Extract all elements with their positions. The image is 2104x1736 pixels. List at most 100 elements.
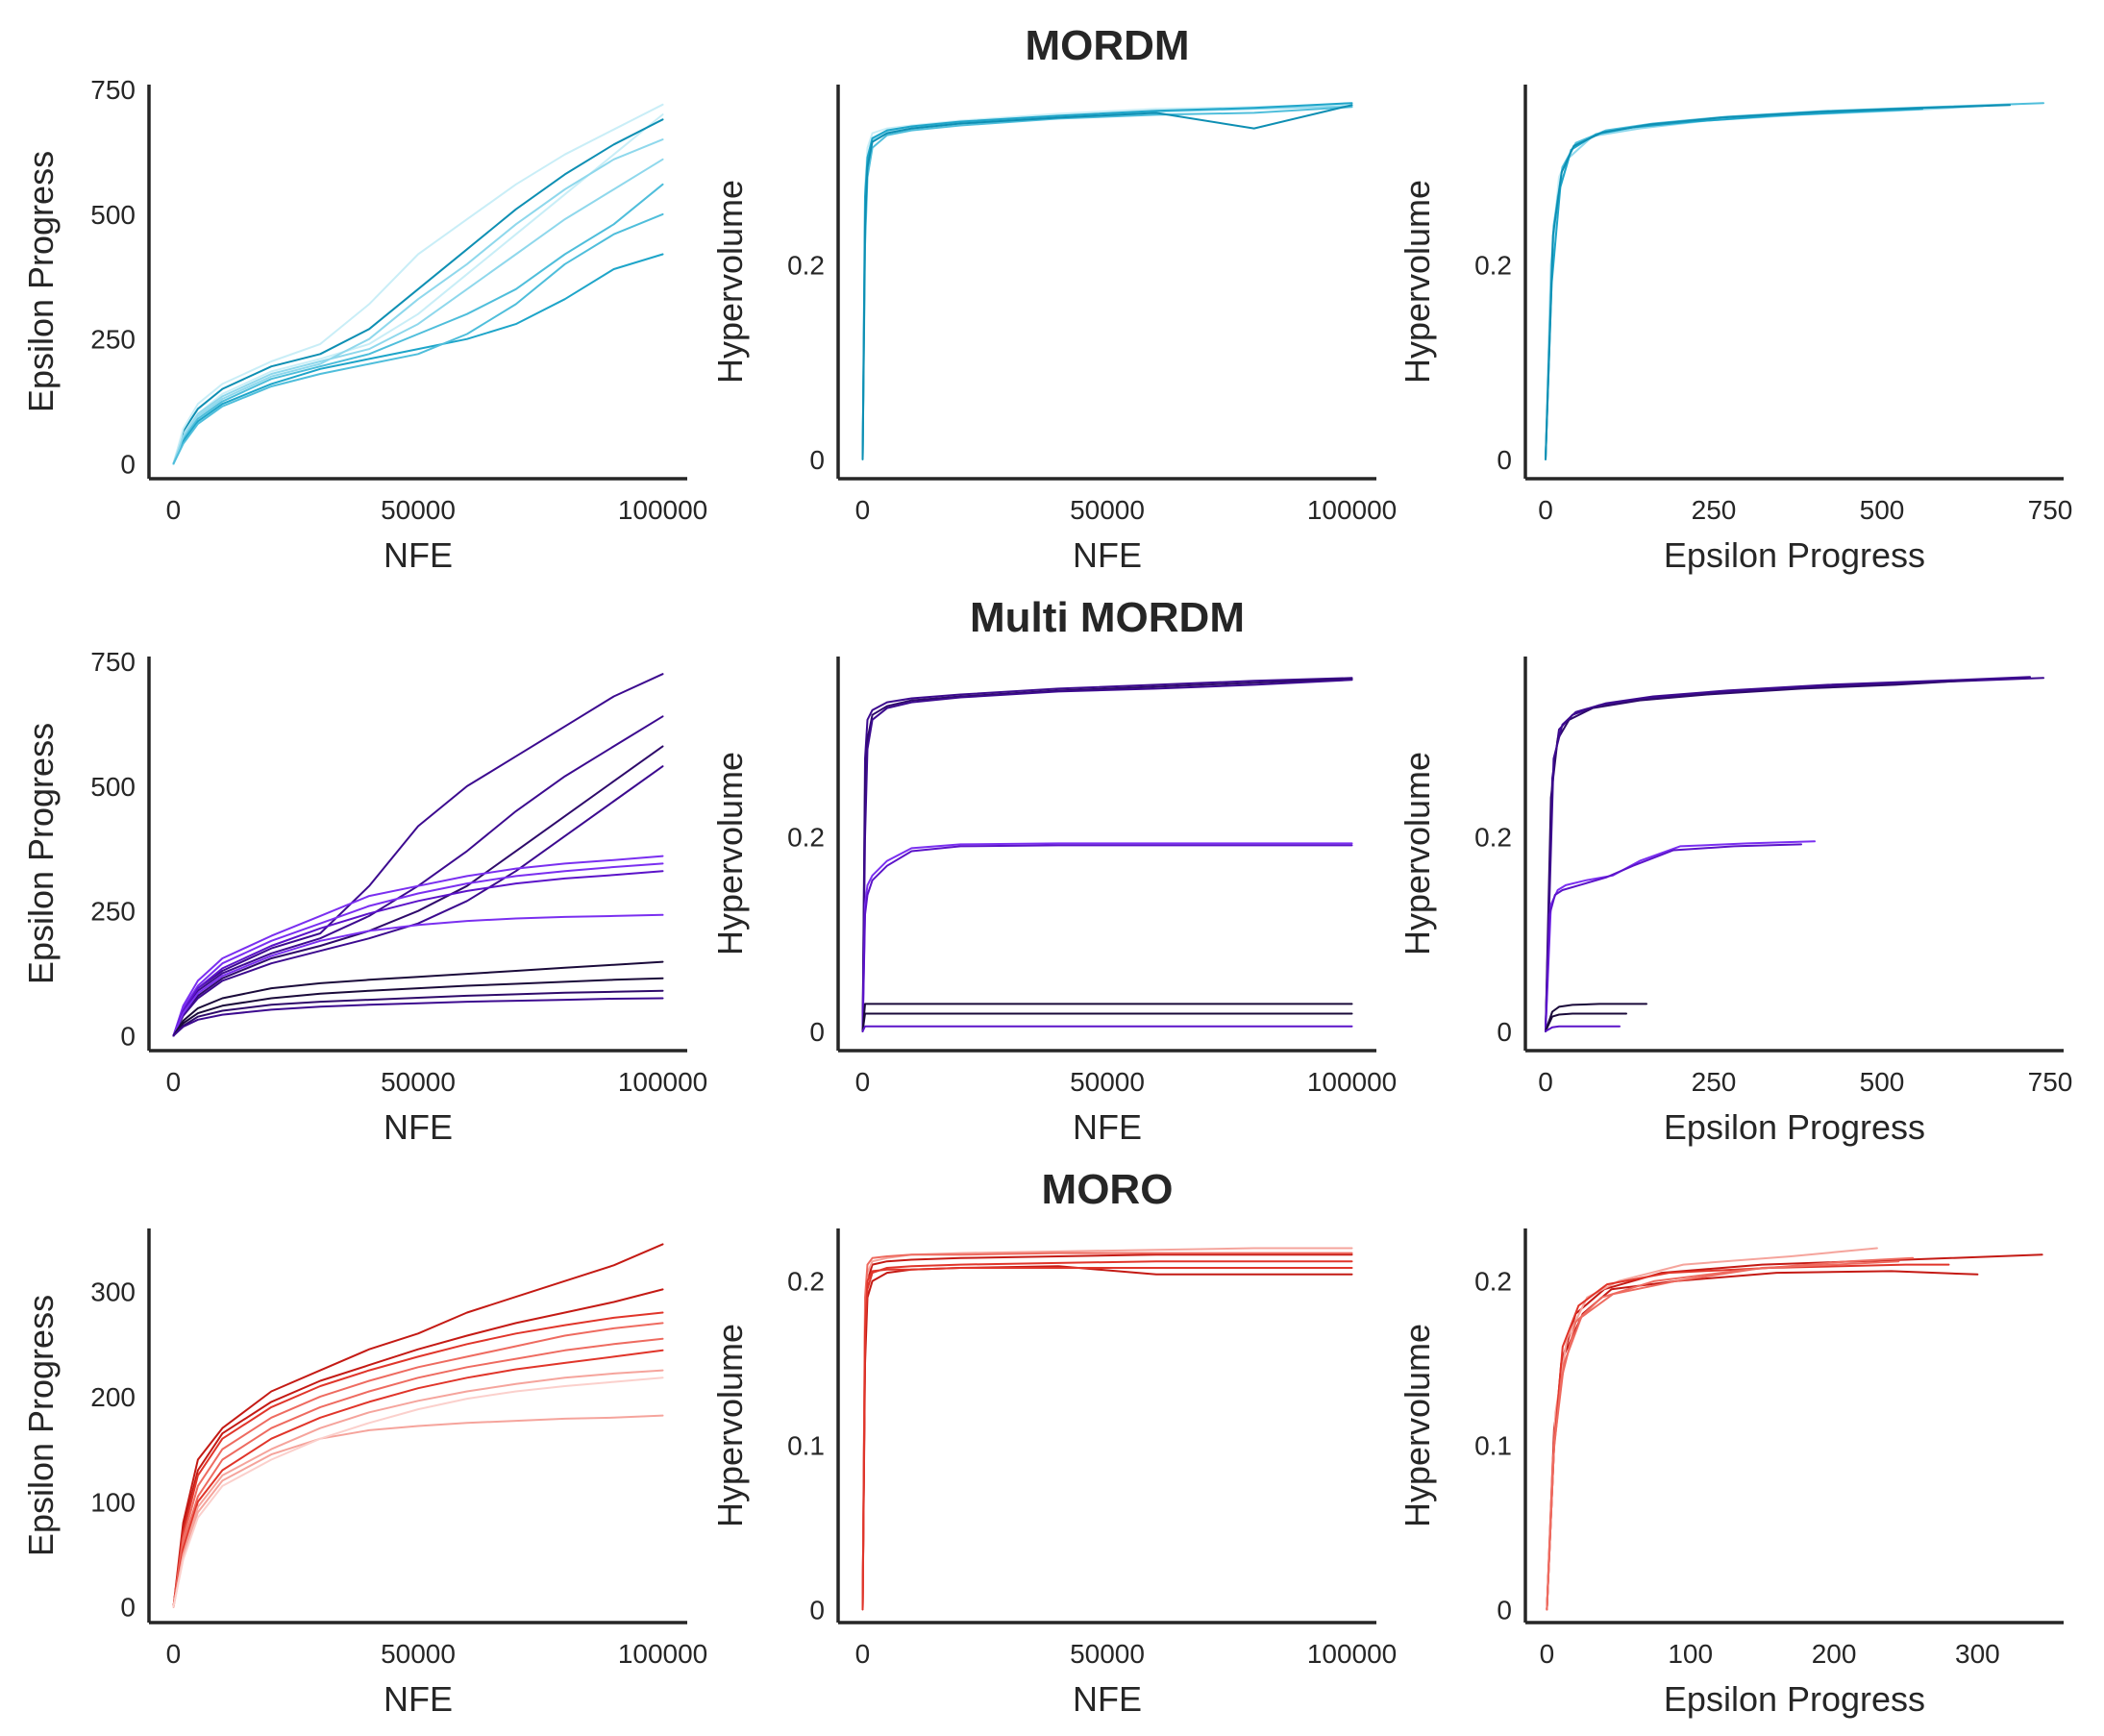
y-tick-label: 300 [90,1277,136,1307]
x-axis-label: NFE [384,1679,453,1719]
x-tick-label: 250 [1692,1067,1737,1097]
series-line [861,1260,1353,1611]
y-axis-label: Hypervolume [1398,180,1437,384]
series-line [861,104,1353,460]
y-tick-label: 250 [90,325,136,355]
x-tick-label: 100000 [1307,1639,1397,1669]
series-line [172,1243,664,1608]
panel-1-3: 0 250 500 750 0 0.2 Epsilon Progress Hypervolum… [1398,85,2072,575]
series-line [172,1376,664,1608]
series-line [861,1025,1353,1032]
series-line [172,1414,664,1608]
x-tick-label: 100000 [618,495,707,525]
y-tick-label: 0 [1497,1017,1512,1047]
x-tick-label: 0 [1538,495,1553,525]
series-line [172,765,664,1037]
x-tick-label: 0 [855,1639,871,1669]
series-line [861,679,1353,1032]
x-tick-label: 50000 [1070,1639,1145,1669]
row-title-multi-mordm: Multi MORDM [970,594,1245,641]
y-axis-label: Hypervolume [710,180,750,384]
series-line [172,158,664,465]
series-line [172,1322,664,1608]
x-tick-label: 100000 [1307,495,1397,525]
y-tick-label: 0 [1497,1595,1512,1624]
x-tick-label: 100000 [618,1067,707,1097]
x-axis-label: Epsilon Progress [1664,1679,1925,1719]
series-line [1545,104,2011,460]
series-line [172,960,664,1037]
panel-2-1: 0 50000 100000 0 250 500 750 NFE Epsilon Progres… [21,647,707,1147]
series-line [861,678,1353,1032]
x-tick-label: 0 [855,1067,871,1097]
series-line [172,997,664,1037]
series-line [1546,1270,1979,1611]
series-line [861,102,1353,460]
y-tick-label: 0 [809,1017,825,1047]
row-title-moro: MORO [1042,1166,1174,1213]
series-line [861,1265,1353,1611]
y-axis-label: Hypervolume [1398,752,1437,955]
x-tick-label: 0 [1538,1067,1553,1097]
y-tick-label: 0 [809,445,825,475]
series-line [172,977,664,1037]
series-line [1545,108,1923,460]
series-line [861,1253,1353,1611]
series-line [172,103,664,465]
series-line [172,1311,664,1608]
series-line [1545,676,2031,1032]
y-tick-label: 0.1 [787,1431,825,1461]
y-tick-label: 250 [90,897,136,927]
y-tick-label: 750 [90,75,136,105]
series-line [172,118,664,465]
panel-1-2: 0 50000 100000 0 0.2 NFE Hypervolume [710,85,1397,575]
y-axis-label: Epsilon Progress [21,1295,61,1556]
x-axis-label: NFE [1073,535,1142,575]
series-line [1546,1260,1900,1611]
panel-3-2: 0 50000 100000 0 0.1 0.2 NFE Hypervolume [710,1228,1397,1719]
series-line [172,989,664,1037]
x-tick-label: 0 [1540,1639,1555,1669]
series-line [172,1288,664,1608]
x-tick-label: 50000 [381,495,456,525]
series-line [1546,1256,1915,1611]
y-axis-label: Epsilon Progress [21,151,61,412]
x-axis-label: NFE [384,535,453,575]
panel-2-2: 0 50000 100000 0 0.2 NFE Hypervolume [710,657,1397,1147]
series-line [861,105,1353,460]
y-tick-label: 200 [90,1382,136,1412]
series-line [861,1252,1353,1611]
series-line [1545,1025,1621,1032]
y-axis-label: Epsilon Progress [21,723,61,984]
panel-3-1: 0 50000 100000 0 100 200 300 NFE Epsilon Progres… [21,1228,707,1719]
series-line [172,138,664,465]
y-tick-label: 100 [90,1487,136,1517]
x-tick-label: 0 [166,1067,182,1097]
series-line [172,870,664,1037]
series-line [1545,103,2017,460]
y-tick-label: 0.2 [1474,822,1512,852]
x-axis-label: NFE [384,1107,453,1147]
series-line [1545,843,1802,1032]
x-tick-label: 100 [1668,1639,1713,1669]
y-tick-label: 0.2 [1474,1267,1512,1297]
series-line [172,715,664,1037]
y-tick-label: 0 [120,449,136,479]
x-tick-label: 750 [2028,1067,2073,1097]
x-tick-label: 250 [1692,495,1737,525]
series-line [861,1003,1353,1032]
series-line [1546,1263,1950,1611]
series-line [861,844,1353,1032]
x-axis-label: Epsilon Progress [1664,1107,1925,1147]
series-line [1545,102,2044,460]
x-tick-label: 0 [166,495,182,525]
x-tick-label: 300 [1955,1639,2000,1669]
y-tick-label: 0 [1497,445,1512,475]
series-line [1546,1253,2043,1611]
series-line [172,212,664,465]
x-tick-label: 0 [166,1639,182,1669]
x-tick-label: 50000 [1070,495,1145,525]
y-tick-label: 0.1 [1474,1431,1512,1461]
panel-2-3: 0 250 500 750 0 0.2 Epsilon Progress Hypervolum… [1398,657,2072,1147]
x-tick-label: 500 [1860,1067,1905,1097]
